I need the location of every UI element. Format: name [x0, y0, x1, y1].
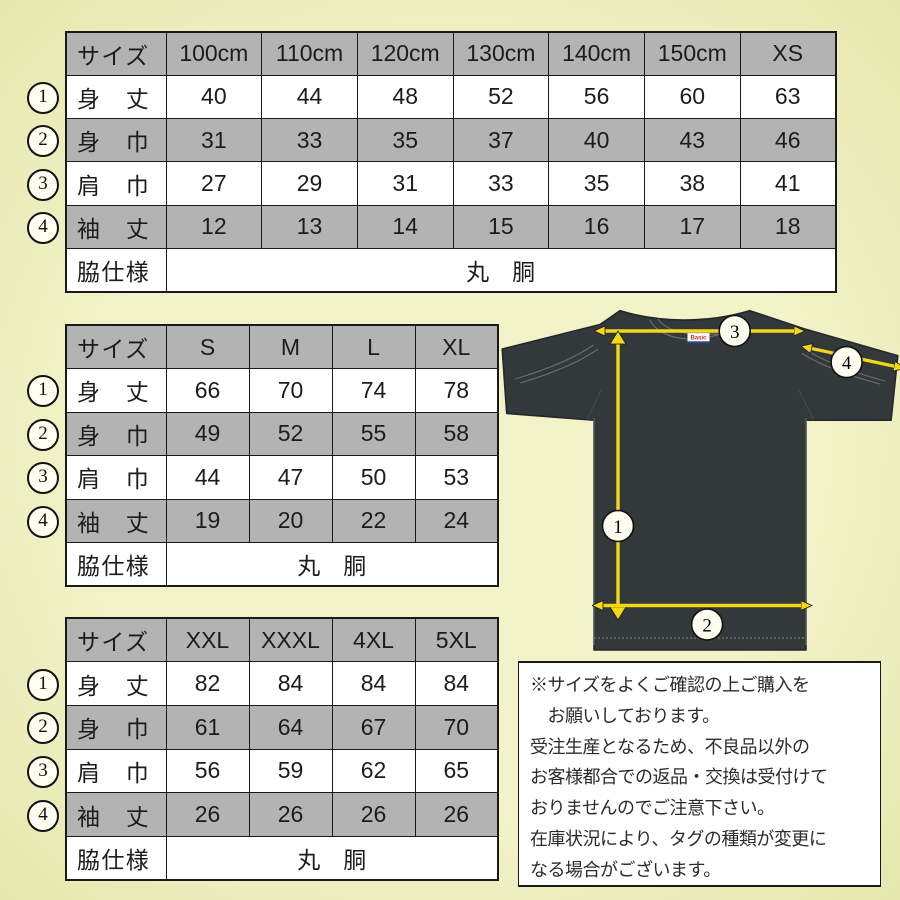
svg-text:3: 3 — [730, 322, 740, 343]
svg-text:Basic: Basic — [690, 336, 707, 342]
svg-text:2: 2 — [702, 616, 712, 637]
svg-text:4: 4 — [842, 353, 852, 374]
svg-text:1: 1 — [613, 517, 623, 538]
